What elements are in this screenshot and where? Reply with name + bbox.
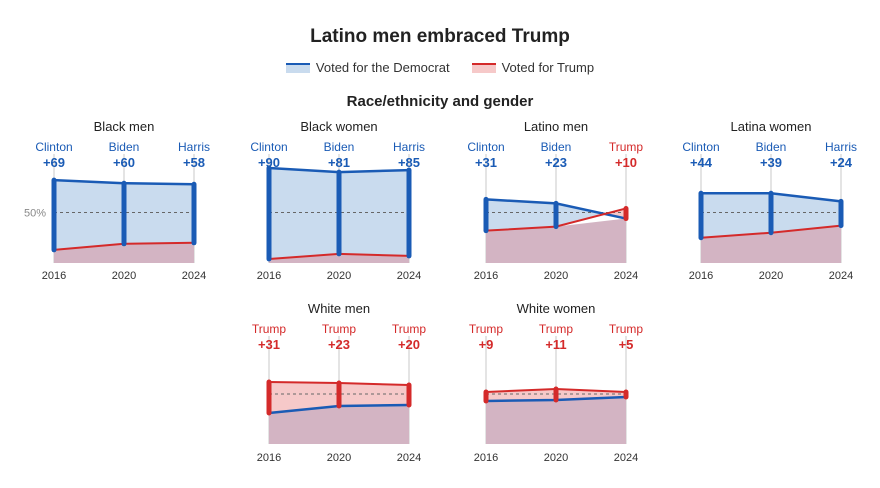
reference-label: 50% bbox=[24, 208, 46, 220]
margin-label: +23 bbox=[328, 337, 350, 352]
panel-title: Black men bbox=[94, 119, 155, 134]
year-label-2016: 2016 bbox=[474, 270, 498, 282]
year-label-2020: 2020 bbox=[759, 270, 783, 282]
candidate-label: Trump bbox=[469, 322, 504, 336]
year-label-2024: 2024 bbox=[397, 270, 421, 282]
gap-area bbox=[269, 382, 339, 413]
legend-label-trump: Voted for Trump bbox=[501, 60, 595, 75]
gap-area bbox=[604, 208, 626, 219]
candidate-label: Trump bbox=[322, 322, 357, 336]
overlap-area bbox=[701, 225, 841, 263]
candidate-label: Trump bbox=[392, 322, 427, 336]
candidate-label: Biden bbox=[756, 140, 787, 154]
margin-label: +90 bbox=[258, 155, 280, 170]
overlap-area bbox=[486, 218, 626, 263]
margin-label: +9 bbox=[479, 337, 494, 352]
gap-area bbox=[556, 203, 605, 227]
margin-label: +11 bbox=[545, 337, 566, 352]
margin-label: +23 bbox=[545, 155, 567, 170]
candidate-label: Harris bbox=[178, 140, 210, 154]
candidate-label: Trump bbox=[609, 140, 644, 154]
margin-label: +31 bbox=[258, 337, 280, 352]
overlap-area bbox=[269, 253, 409, 263]
gap-area bbox=[486, 199, 556, 231]
candidate-label: Trump bbox=[539, 322, 574, 336]
overlap-area bbox=[54, 242, 194, 263]
margin-label: +39 bbox=[760, 155, 782, 170]
legend-item-democrat: Voted for the Democrat bbox=[285, 60, 450, 75]
candidate-label: Harris bbox=[393, 140, 425, 154]
gap-area bbox=[269, 168, 339, 259]
margin-label: +24 bbox=[830, 155, 853, 170]
legend: Voted for the Democrat Voted for Trump bbox=[0, 60, 880, 75]
margin-label: +31 bbox=[475, 155, 497, 170]
margin-label: +20 bbox=[398, 337, 420, 352]
year-label-2024: 2024 bbox=[829, 270, 853, 282]
year-label-2020: 2020 bbox=[327, 270, 351, 282]
year-label-2020: 2020 bbox=[327, 452, 351, 464]
year-label-2020: 2020 bbox=[544, 452, 568, 464]
margin-label: +58 bbox=[183, 155, 205, 170]
legend-label-democrat: Voted for the Democrat bbox=[315, 60, 450, 75]
candidate-label: Clinton bbox=[35, 140, 72, 154]
year-label-2024: 2024 bbox=[182, 270, 206, 282]
year-label-2016: 2016 bbox=[257, 452, 281, 464]
year-label-2016: 2016 bbox=[257, 270, 281, 282]
year-label-2016: 2016 bbox=[689, 270, 713, 282]
panel-title: White men bbox=[308, 301, 370, 316]
candidate-label: Trump bbox=[609, 322, 644, 336]
legend-item-trump: Voted for Trump bbox=[471, 60, 595, 75]
candidate-label: Harris bbox=[825, 140, 857, 154]
year-label-2016: 2016 bbox=[42, 270, 66, 282]
candidate-label: Biden bbox=[541, 140, 572, 154]
candidate-label: Clinton bbox=[682, 140, 719, 154]
gap-area bbox=[54, 180, 124, 250]
panel-title: Latina women bbox=[731, 119, 812, 134]
year-label-2024: 2024 bbox=[397, 452, 421, 464]
margin-label: +60 bbox=[113, 155, 135, 170]
margin-label: +44 bbox=[690, 155, 713, 170]
year-label-2024: 2024 bbox=[614, 270, 638, 282]
year-label-2020: 2020 bbox=[544, 270, 568, 282]
legend-swatch-democrat bbox=[285, 62, 310, 73]
candidate-label: Biden bbox=[109, 140, 140, 154]
margin-label: +10 bbox=[615, 155, 637, 170]
overlap-area bbox=[486, 397, 626, 444]
candidate-label: Clinton bbox=[467, 140, 504, 154]
panel-title: Black women bbox=[300, 119, 377, 134]
margin-label: +69 bbox=[43, 155, 65, 170]
gap-area bbox=[124, 183, 194, 244]
chart-subtitle: Race/ethnicity and gender bbox=[346, 93, 534, 110]
candidate-label: Biden bbox=[324, 140, 355, 154]
gap-area bbox=[771, 193, 841, 233]
candidate-label: Trump bbox=[252, 322, 287, 336]
margin-label: +85 bbox=[398, 155, 420, 170]
overlap-area bbox=[269, 405, 409, 444]
year-label-2024: 2024 bbox=[614, 452, 638, 464]
candidate-label: Clinton bbox=[250, 140, 287, 154]
year-label-2016: 2016 bbox=[474, 452, 498, 464]
panel-title: White women bbox=[517, 301, 596, 316]
gap-area bbox=[339, 170, 409, 256]
gap-area bbox=[701, 193, 771, 238]
panel-title: Latino men bbox=[524, 119, 588, 134]
chart-title: Latino men embraced Trump bbox=[310, 26, 570, 47]
margin-label: +5 bbox=[619, 337, 634, 352]
legend-swatch-trump bbox=[471, 62, 496, 73]
year-label-2020: 2020 bbox=[112, 270, 136, 282]
margin-label: +81 bbox=[328, 155, 350, 170]
